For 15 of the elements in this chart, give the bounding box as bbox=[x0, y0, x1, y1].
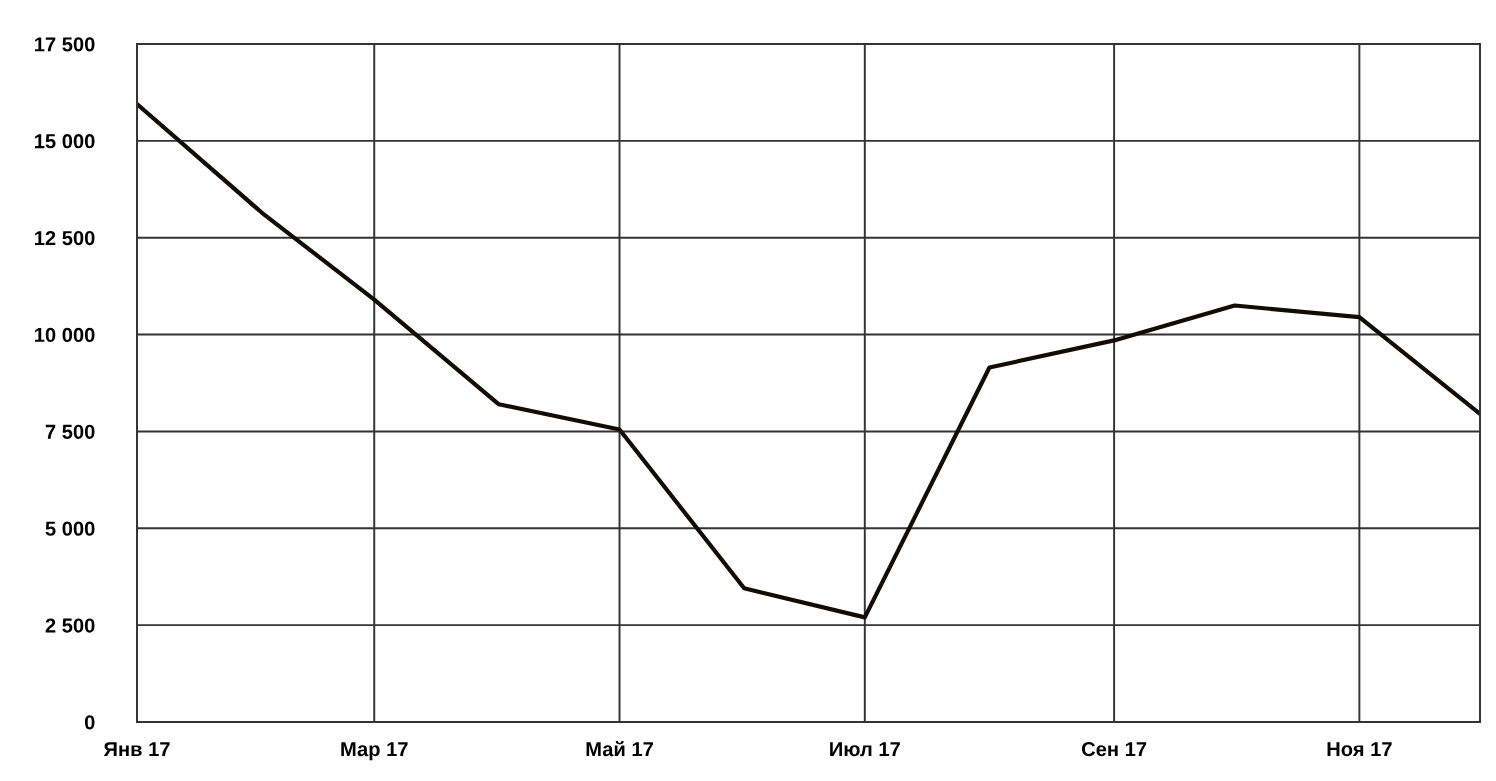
y-tick-label: 7 500 bbox=[45, 424, 95, 439]
y-tick-label: 2 500 bbox=[45, 618, 95, 633]
y-tick-label: 5 000 bbox=[45, 521, 95, 536]
x-tick-label: Ноя 17 bbox=[1327, 742, 1392, 757]
y-tick-label: 10 000 bbox=[35, 327, 95, 343]
x-tick-label: Янв 17 bbox=[103, 742, 170, 757]
y-tick-label: 15 000 bbox=[35, 134, 95, 149]
y-tick-label: 17 500 bbox=[35, 37, 95, 52]
line-series bbox=[137, 101, 1480, 620]
x-tick-label: Май 17 bbox=[586, 741, 653, 757]
y-tick-label: 12 500 bbox=[35, 230, 95, 246]
y-tick-label: 0 bbox=[84, 715, 95, 730]
x-tick-label: Июл 17 bbox=[830, 742, 900, 757]
x-tick-label: Мар 17 bbox=[341, 742, 408, 761]
x-tick-label: Сен 17 bbox=[1081, 741, 1147, 757]
